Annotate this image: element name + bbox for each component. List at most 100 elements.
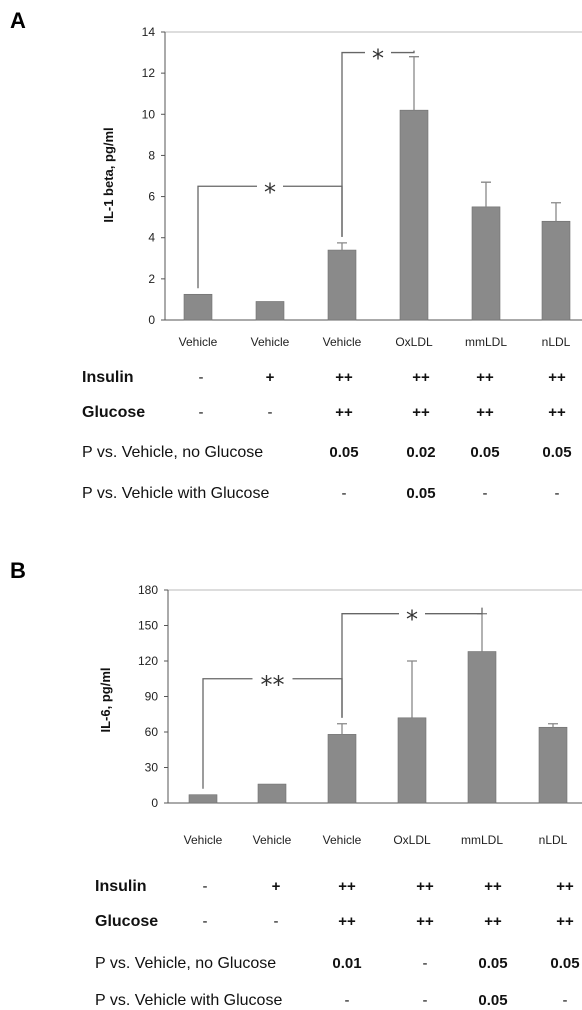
panel-b-significance-label: * [406,606,418,634]
panel-a-row-cell: - [268,404,273,421]
panel-b-category-label: Vehicle [184,833,223,847]
panel-b-ytick-label: 0 [151,796,158,810]
panel-a-ytick-label: 14 [142,25,156,39]
panel-a-row-cell: - [342,485,347,502]
panel-a-category-label: Vehicle [251,335,290,349]
panel-b-ytick-label: 60 [145,725,159,739]
panel-b-category-label: Vehicle [323,833,362,847]
panel-b-row-cell: ++ [416,913,434,930]
panel-a-bar [471,206,501,321]
panel-a-row-cell: ++ [412,369,430,386]
panel-b-row-cell: ++ [556,878,574,895]
panel-b-row-cell: - [203,913,208,930]
panel-b-row-cell: 0.05 [478,955,507,972]
panel-b-row-label: P vs. Vehicle, no Glucose [95,955,276,972]
panel-b-row-cell: ++ [338,913,356,930]
panel-a-row-cell: 0.05 [406,485,435,502]
panel-b-row-cell: - [274,913,279,930]
panel-a-error-bar [481,181,491,207]
panel-b-error-bar [477,613,487,652]
panel-b-row-cell: - [423,992,428,1009]
panel-a-significance-gap [365,46,391,59]
panel-b-letter: B [10,558,26,583]
panel-a-row-cell: ++ [412,404,430,421]
panel-a-bar [327,249,357,321]
panel-a-bar [541,220,571,321]
panel-a-row-cell: ++ [335,404,353,421]
panel-b-row-cell: ++ [484,913,502,930]
panel-a-row-cell: ++ [476,369,494,386]
panel-a-ytick-label: 4 [148,231,155,245]
panel-b-row-cell: ++ [338,878,356,895]
panel-a-row-cell: ++ [335,369,353,386]
panel-b-bar [257,783,287,804]
panel-a-row-cell: 0.05 [329,444,358,461]
panel-a-row-cell: - [483,485,488,502]
panel-b-ytick-label: 150 [138,619,158,633]
panel-a-significance-label: * [372,45,384,73]
panel-a-row-label: P vs. Vehicle with Glucose [82,485,269,502]
panel-b-axes [167,590,582,804]
panel-a-bar [183,293,213,321]
panel-a-row-cell: ++ [476,404,494,421]
panel-b-bar [327,734,357,804]
panel-b-row-cell: ++ [416,878,434,895]
panel-b-ytick-label: 30 [145,761,159,775]
panel-b-bar [397,717,427,804]
panel-a-ytick-label: 6 [148,190,155,204]
panel-a-row-cell: + [266,369,275,386]
panel-a-row-label: Insulin [82,369,134,386]
panel-b-bar [188,794,218,804]
panel-b-ytick-label: 120 [138,654,158,668]
panel-b-row-cell: 0.05 [478,992,507,1009]
panel-a-category-label: OxLDL [395,335,433,349]
panel-a-y-axis-label: IL-1 beta, pg/ml [101,127,116,222]
panel-b-y-axis-label: IL-6, pg/ml [98,668,113,733]
panel-b-error-bar [548,723,558,728]
panel-b-row-cell: - [345,992,350,1009]
panel-b-significance-gap [399,607,425,620]
panel-b-category-label: mmLDL [461,833,503,847]
panel-b-row-label: Insulin [95,878,147,895]
panel-a-axes [164,32,582,321]
panel-b-row-cell: 0.01 [332,955,361,972]
panel-b-significance-label: ** [261,671,285,699]
panel-a-row-label: P vs. Vehicle, no Glucose [82,444,263,461]
panel-a-row-cell: - [555,485,560,502]
panel-b-row-cell: 0.05 [550,955,579,972]
panel-a-ytick-label: 12 [142,66,156,80]
panel-b-row-cell: - [563,992,568,1009]
panel-a-category-label: mmLDL [465,335,507,349]
panel-a-category-label: nLDL [542,335,571,349]
panel-b-row-label: P vs. Vehicle with Glucose [95,992,282,1009]
panel-a-row-cell: - [199,369,204,386]
panel-a-row-label: Glucose [82,404,145,421]
panel-b-category-label: OxLDL [393,833,431,847]
panel-b-bar [538,726,568,804]
panel-a-row-cell: ++ [548,404,566,421]
panel-a-error-bar [551,202,561,222]
panel-a-category-label: Vehicle [323,335,362,349]
panel-a-ytick-label: 8 [148,148,155,162]
panel-b-row-cell: - [423,955,428,972]
panel-a-ytick-label: 2 [148,272,155,286]
panel-a-ytick-label: 0 [148,313,155,327]
panel-b-significance-gap [252,672,293,685]
panel-b-row-label: Glucose [95,913,158,930]
panel-a-bar [255,301,285,321]
panel-a-row-cell: - [199,404,204,421]
panel-a-bar [399,109,429,321]
panel-a-row-cell: 0.05 [542,444,571,461]
panel-b-ytick-label: 180 [138,583,158,597]
panel-a-category-label: Vehicle [179,335,218,349]
panel-a-row-cell: 0.02 [406,444,435,461]
panel-a-ytick-label: 10 [142,107,156,121]
panel-b-category-label: Vehicle [253,833,292,847]
panel-b-bar [467,651,497,804]
panel-b-error-bar [407,660,417,718]
panel-b-row-cell: - [203,878,208,895]
panel-a-error-bar [337,242,347,251]
panel-a-letter: A [10,8,26,33]
panel-a-significance-label: * [264,178,276,206]
